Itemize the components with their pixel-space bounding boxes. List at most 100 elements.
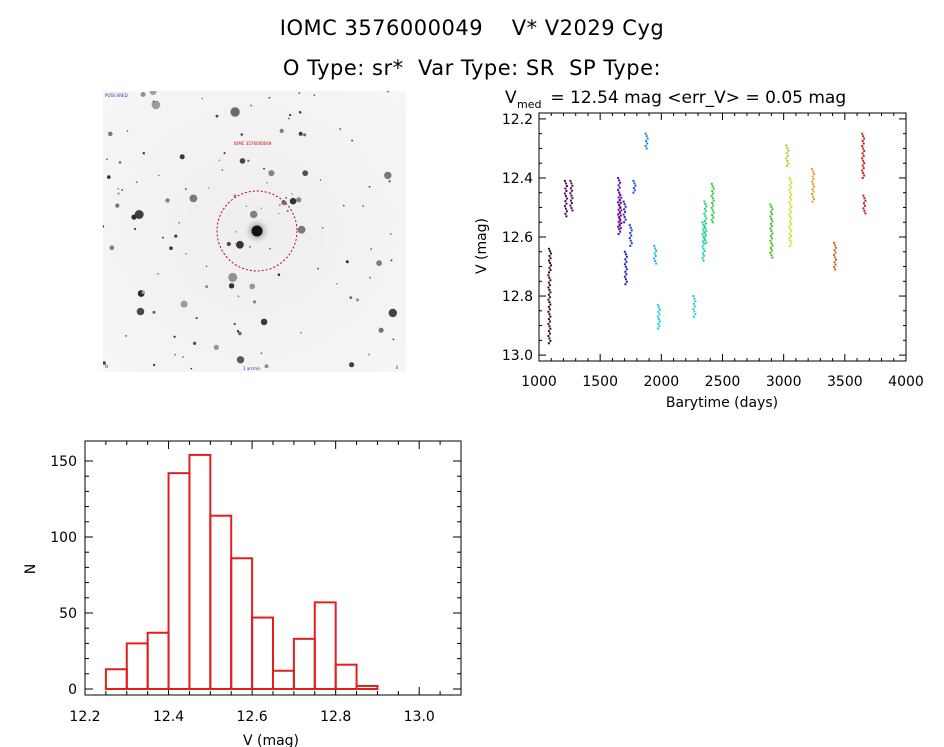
- data-point: [644, 144, 647, 147]
- data-point: [564, 207, 567, 210]
- star: [109, 245, 115, 250]
- data-point: [812, 178, 815, 181]
- star: [260, 207, 263, 209]
- data-point: [788, 244, 791, 247]
- star: [228, 283, 235, 289]
- data-point: [619, 227, 622, 230]
- star: [201, 97, 203, 100]
- star: [115, 203, 120, 208]
- star: [136, 307, 145, 316]
- data-point-group: [547, 274, 552, 345]
- star: [297, 225, 306, 234]
- data-point: [617, 184, 620, 187]
- data-point: [632, 179, 635, 182]
- data-point: [789, 198, 792, 201]
- data-point: [658, 313, 661, 316]
- data-point: [864, 212, 867, 215]
- data-point: [618, 217, 621, 220]
- data-point: [549, 261, 552, 264]
- data-point: [788, 189, 791, 192]
- data-point: [703, 224, 706, 227]
- data-point: [570, 202, 573, 205]
- data-point: [547, 286, 550, 289]
- star: [277, 273, 281, 276]
- data-point: [571, 197, 574, 200]
- y-tick-label: 50: [59, 606, 77, 622]
- star: [221, 169, 224, 171]
- star: [236, 330, 240, 333]
- data-point: [549, 291, 552, 294]
- data-point: [656, 315, 659, 318]
- data-point: [703, 220, 706, 223]
- star: [349, 362, 355, 368]
- star: [136, 181, 138, 183]
- star: [173, 335, 176, 338]
- data-point: [565, 184, 568, 187]
- star: [237, 295, 240, 298]
- data-point: [658, 325, 661, 328]
- data-point: [833, 266, 836, 269]
- data-point: [564, 212, 567, 215]
- thumb-corner-top-left: POSS IIRED: [105, 93, 128, 98]
- star: [281, 200, 287, 206]
- star: [378, 327, 384, 333]
- data-point: [625, 273, 628, 276]
- light-curve-title-sub: med: [517, 98, 541, 111]
- star: [195, 316, 198, 320]
- data-point: [711, 221, 714, 224]
- data-point: [692, 302, 695, 305]
- data-point: [618, 198, 621, 201]
- data-point: [712, 187, 715, 190]
- data-point: [788, 237, 791, 240]
- histogram-frame: [84, 440, 462, 696]
- data-point: [863, 209, 866, 212]
- data-point: [789, 235, 792, 238]
- data-point: [633, 182, 636, 185]
- data-point-group: [632, 179, 637, 194]
- star: [239, 158, 246, 164]
- star: [384, 171, 392, 180]
- data-point: [864, 199, 867, 202]
- data-point: [622, 200, 625, 203]
- data-point: [653, 257, 656, 260]
- data-point: [630, 229, 633, 232]
- data-point: [811, 193, 814, 196]
- data-point: [548, 276, 551, 279]
- data-point: [624, 278, 627, 281]
- data-point: [628, 237, 631, 240]
- data-point: [703, 254, 706, 257]
- data-point: [547, 318, 550, 321]
- data-point: [623, 263, 626, 266]
- star: [162, 236, 164, 239]
- data-point: [705, 217, 708, 220]
- data-point-group: [701, 221, 706, 262]
- data-point: [702, 235, 705, 238]
- data-point: [788, 213, 791, 216]
- data-point: [565, 197, 568, 200]
- star: [131, 214, 137, 220]
- data-point: [548, 337, 551, 340]
- data-point: [563, 205, 566, 208]
- data-point: [705, 229, 708, 232]
- data-point-group: [618, 191, 623, 230]
- histogram-bar: [146, 631, 170, 691]
- histogram-bar: [167, 472, 191, 690]
- data-point: [547, 305, 550, 308]
- star: [351, 139, 354, 142]
- star: [298, 111, 302, 114]
- star: [179, 154, 185, 160]
- histogram-bar: [313, 601, 337, 690]
- data-point: [786, 159, 789, 162]
- light-curve-frame: [538, 112, 907, 362]
- data-point: [618, 211, 621, 214]
- star: [185, 252, 187, 255]
- data-point: [548, 288, 551, 291]
- data-point: [618, 204, 621, 207]
- data-point: [834, 251, 837, 254]
- data-point: [703, 200, 706, 203]
- data-point: [549, 257, 552, 260]
- data-point: [786, 147, 789, 150]
- data-point: [861, 132, 864, 135]
- data-point: [862, 167, 865, 170]
- data-point: [549, 250, 552, 253]
